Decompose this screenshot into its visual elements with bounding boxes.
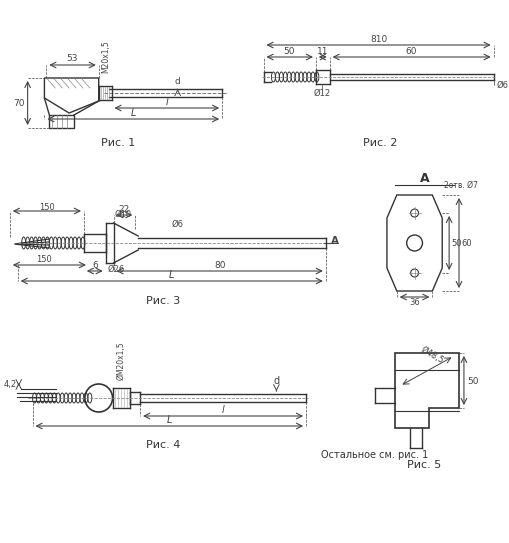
Text: Ø6: Ø6 [496,80,507,90]
Text: Ø48,5: Ø48,5 [418,345,444,365]
Text: A: A [330,236,338,246]
Text: M20x1,5: M20x1,5 [101,40,110,73]
Text: A: A [419,172,429,185]
Text: Рис. 1: Рис. 1 [101,138,135,148]
Text: 60: 60 [460,238,471,248]
Text: 36: 36 [408,298,419,307]
Text: 50: 50 [283,47,294,56]
Text: 60: 60 [405,47,416,56]
Text: 150: 150 [37,255,52,264]
Text: 50: 50 [466,376,477,386]
Text: 4,2: 4,2 [4,381,17,389]
Text: 50: 50 [450,238,461,248]
Text: l: l [165,97,168,107]
Text: 22: 22 [119,205,130,214]
Text: Рис. 4: Рис. 4 [146,440,180,450]
Text: L: L [130,108,136,118]
Text: d: d [175,77,180,86]
Text: Ø12: Ø12 [313,89,330,98]
Text: 70: 70 [13,98,24,108]
Text: 80: 80 [213,261,225,270]
Text: Ø26: Ø26 [107,265,125,274]
Text: 2отв. Ø7: 2отв. Ø7 [443,180,477,190]
Text: Ø10: Ø10 [115,210,132,219]
Text: L: L [166,415,172,425]
Text: d: d [273,376,279,386]
Text: L: L [169,270,174,280]
Text: 53: 53 [66,54,78,63]
Text: 11: 11 [317,47,328,56]
Text: Рис. 3: Рис. 3 [146,296,180,306]
Text: Рис. 2: Рис. 2 [362,138,397,148]
Text: ØM20x1,5: ØM20x1,5 [117,342,126,380]
Text: l: l [221,405,224,415]
Text: Остальное см. рис. 1: Остальное см. рис. 1 [321,450,428,460]
Text: Ø6: Ø6 [172,220,183,229]
Text: 810: 810 [369,35,386,44]
Text: Рис. 5: Рис. 5 [407,460,441,470]
Text: 150: 150 [39,203,54,212]
Text: 6: 6 [92,261,97,270]
